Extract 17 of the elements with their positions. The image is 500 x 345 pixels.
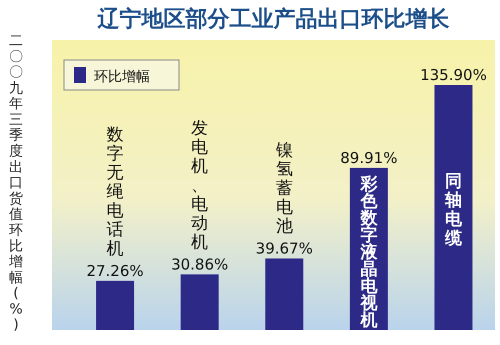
data-label: 27.26% xyxy=(86,262,144,280)
data-label: 135.90% xyxy=(420,66,487,84)
data-label: 39.67% xyxy=(256,239,313,258)
x-tick-label: 数字无绳电话机 xyxy=(106,124,124,259)
x-tick-label: 同轴电缆 xyxy=(444,172,463,248)
category-label: 彩色数字液晶电视机 xyxy=(360,174,378,330)
text: 二〇〇九年三季度出口货值环比增幅(%) xyxy=(9,33,23,334)
data-label: 89.91% xyxy=(340,148,398,167)
legend-label: 环比增幅 xyxy=(94,69,150,85)
bar xyxy=(180,274,219,330)
x-tick-label: 发电机、电动机 xyxy=(191,118,208,252)
bar xyxy=(434,85,472,330)
data-label: 30.86% xyxy=(171,255,228,274)
x-tick-label: 镍氢蓄电池 xyxy=(274,140,293,236)
bar xyxy=(265,258,304,330)
chart-title: 辽宁地区部分工业产品出口环比增长 xyxy=(96,6,450,32)
bar xyxy=(96,280,134,330)
